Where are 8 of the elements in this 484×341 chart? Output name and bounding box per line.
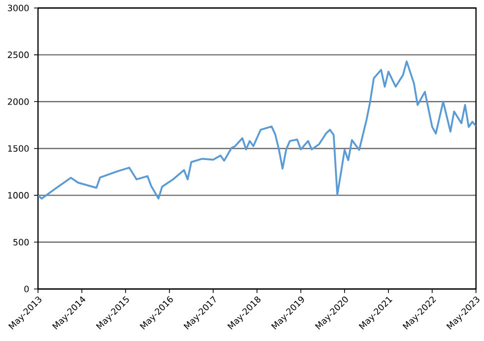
- y-tick-label: 2500: [8, 52, 29, 58]
- y-tick-label: 1500: [8, 145, 29, 152]
- y-tick-label: 3000: [8, 4, 29, 12]
- y-tick-label: 500: [13, 238, 29, 246]
- y-tick-label: 1000: [8, 192, 29, 199]
- line-series: [38, 60, 476, 200]
- y-tick-label: 0: [24, 286, 29, 292]
- y-tick-label: 2000: [8, 98, 29, 105]
